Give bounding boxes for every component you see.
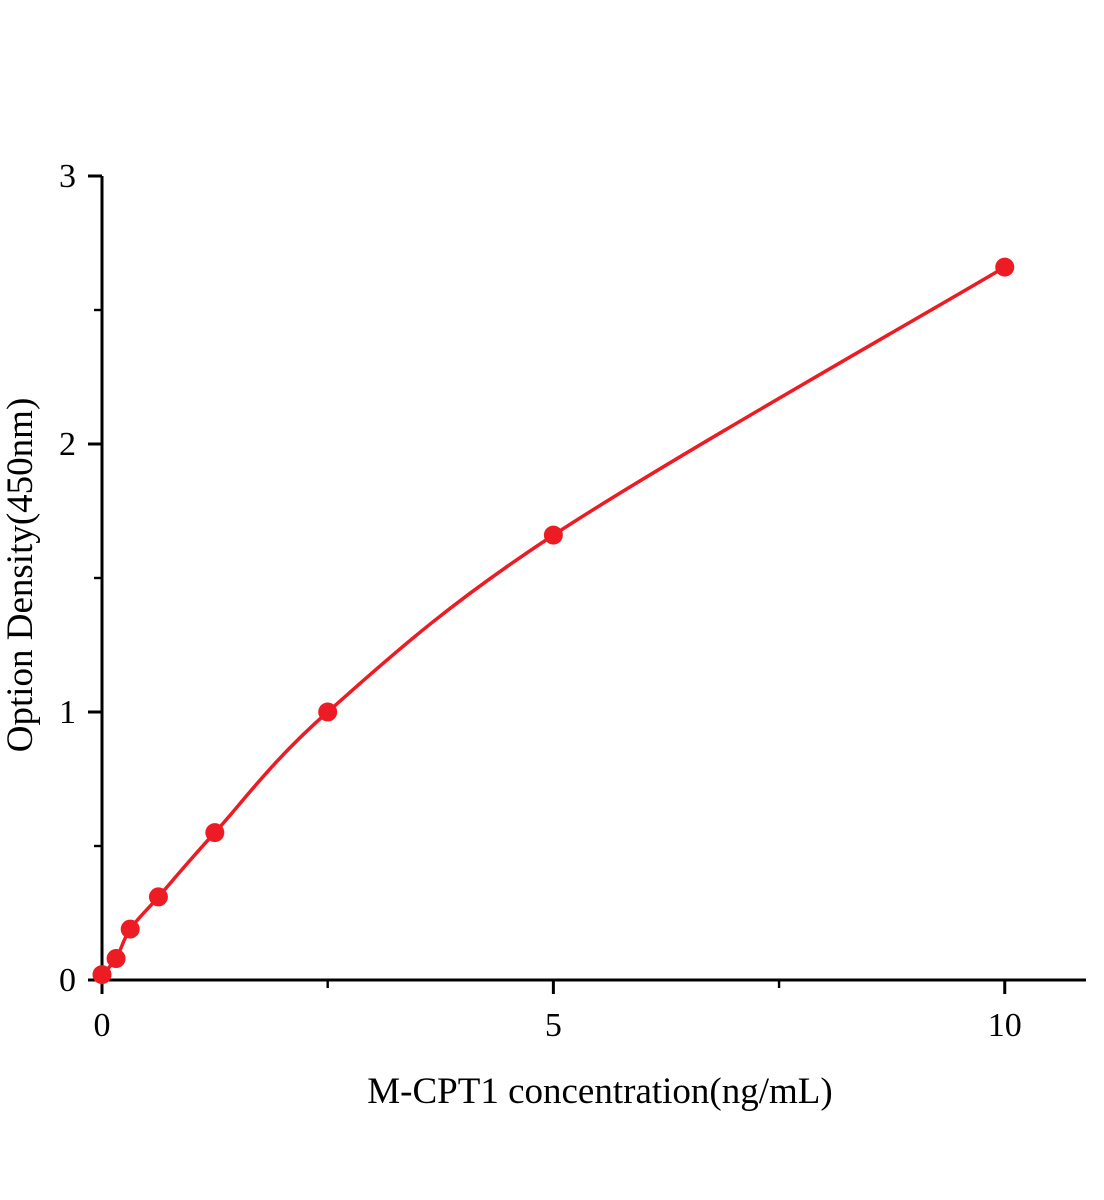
x-tick-label: 0 bbox=[94, 1007, 111, 1044]
y-axis-title: Option Density(450nm) bbox=[0, 398, 41, 753]
data-point-marker bbox=[543, 525, 563, 545]
x-tick-label: 5 bbox=[545, 1007, 562, 1044]
y-tick-label: 3 bbox=[59, 158, 76, 195]
standard-curve-line bbox=[100, 265, 1006, 976]
data-point-marker bbox=[148, 887, 168, 907]
data-point-marker bbox=[120, 919, 140, 939]
y-tick-label: 1 bbox=[59, 694, 76, 731]
data-point-marker bbox=[995, 257, 1015, 277]
x-tick-label: 10 bbox=[988, 1007, 1022, 1044]
y-tick-label: 2 bbox=[59, 426, 76, 463]
data-point-marker bbox=[106, 949, 126, 969]
data-point-marker bbox=[205, 823, 225, 843]
plot-area: 0 5 10 0 1 2 3 bbox=[59, 158, 1086, 1044]
data-point-marker bbox=[318, 702, 338, 722]
data-point-marker bbox=[92, 965, 112, 985]
y-tick-label: 0 bbox=[59, 962, 76, 999]
x-axis-title: M-CPT1 concentration(ng/mL) bbox=[367, 1071, 832, 1112]
